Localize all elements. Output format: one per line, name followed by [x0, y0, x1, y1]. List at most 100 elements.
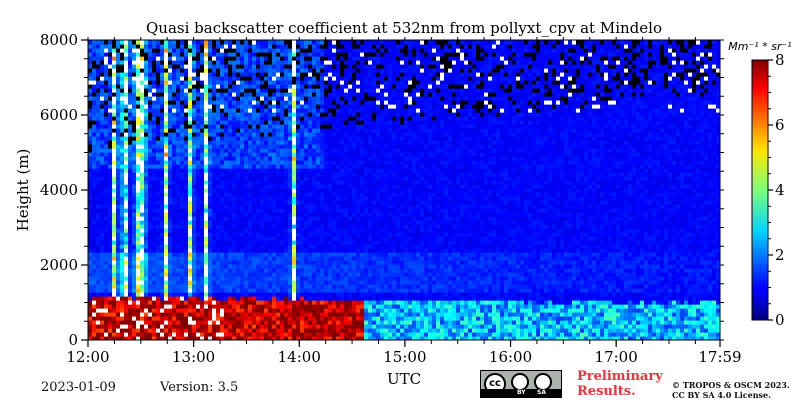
heatmap-cell: [176, 192, 181, 197]
heatmap-cell: [292, 132, 297, 137]
heatmap-cell: [124, 260, 129, 265]
heatmap-cell: [224, 60, 229, 65]
heatmap-cell: [180, 324, 185, 329]
heatmap-cell: [288, 116, 293, 121]
heatmap-cell: [228, 108, 233, 113]
heatmap-cell: [120, 336, 125, 340]
heatmap-cell: [236, 164, 241, 169]
heatmap-cell: [96, 88, 101, 93]
heatmap-cell: [328, 304, 333, 309]
heatmap-cell: [104, 332, 109, 337]
heatmap-cell: [192, 68, 197, 73]
heatmap-cell: [304, 148, 309, 153]
heatmap-cell: [340, 332, 345, 337]
heatmap-cell: [212, 92, 217, 97]
heatmap-cell: [296, 272, 301, 277]
heatmap-cell: [284, 100, 289, 105]
heatmap-cell: [100, 252, 105, 257]
heatmap-cell: [312, 208, 317, 213]
heatmap-cell: [320, 236, 325, 241]
heatmap-cell: [220, 316, 225, 321]
heatmap-cell: [128, 152, 133, 157]
heatmap-cell: [140, 220, 145, 225]
heatmap-cell: [104, 248, 109, 253]
heatmap-cell: [108, 144, 113, 149]
heatmap-cell: [152, 232, 157, 237]
heatmap-cell: [152, 100, 157, 105]
heatmap-cell: [316, 336, 321, 340]
heatmap-cell: [140, 84, 145, 89]
heatmap-cell: [148, 236, 153, 241]
heatmap-cell: [268, 64, 273, 69]
heatmap-cell: [316, 184, 321, 189]
heatmap-cell: [248, 68, 253, 73]
heatmap-cell: [272, 328, 277, 333]
heatmap-cell: [144, 104, 149, 109]
heatmap-cell: [340, 264, 345, 269]
heatmap-cell: [216, 284, 221, 289]
heatmap-cell: [316, 300, 321, 305]
heatmap-cell: [340, 96, 345, 101]
heatmap-cell: [216, 312, 221, 317]
heatmap-cell: [196, 116, 201, 121]
heatmap-cell: [332, 224, 337, 229]
heatmap-cell: [292, 308, 297, 313]
heatmap-cell: [180, 156, 185, 161]
heatmap-cell: [224, 280, 229, 285]
heatmap-cell: [244, 88, 249, 93]
heatmap-cell: [344, 48, 349, 53]
heatmap-cell: [292, 156, 297, 161]
heatmap-cell: [88, 108, 93, 113]
heatmap-cell: [96, 100, 101, 105]
heatmap-cell: [192, 216, 197, 221]
heatmap-cell: [200, 44, 205, 49]
heatmap-cell: [264, 316, 269, 321]
heatmap-cell: [252, 304, 257, 309]
heatmap-cell: [228, 188, 233, 193]
heatmap-cell: [156, 136, 161, 141]
heatmap-cell: [240, 108, 245, 113]
heatmap-cell: [304, 64, 309, 69]
heatmap-cell: [300, 252, 305, 257]
heatmap-cell: [348, 84, 353, 89]
heatmap-cell: [300, 208, 305, 213]
heatmap-cell: [148, 240, 153, 245]
heatmap-cell: [196, 184, 201, 189]
heatmap-cell: [252, 324, 257, 329]
heatmap-cell: [104, 72, 109, 77]
heatmap-cell: [276, 292, 281, 297]
heatmap-cell: [100, 260, 105, 265]
heatmap-cell: [236, 48, 241, 53]
heatmap-cell: [228, 60, 233, 65]
heatmap-cell: [96, 264, 101, 269]
heatmap-cell: [140, 280, 145, 285]
heatmap-cell: [88, 212, 93, 217]
heatmap-cell: [260, 268, 265, 273]
heatmap-cell: [312, 88, 317, 93]
heatmap-cell: [128, 40, 133, 45]
heatmap-cell: [204, 144, 209, 149]
heatmap-cell: [120, 244, 125, 249]
heatmap-cell: [124, 208, 129, 213]
heatmap-cell: [260, 216, 265, 221]
heatmap-cell: [184, 128, 189, 133]
heatmap-cell: [308, 336, 313, 340]
heatmap-cell: [344, 52, 349, 57]
heatmap-cell: [324, 264, 329, 269]
heatmap-cell: [260, 92, 265, 97]
heatmap-cell: [176, 196, 181, 201]
heatmap-cell: [276, 288, 281, 293]
heatmap-cell: [268, 312, 273, 317]
heatmap-cell: [112, 256, 117, 261]
heatmap-cell: [108, 320, 113, 325]
heatmap-cell: [332, 124, 337, 129]
heatmap-cell: [236, 272, 241, 277]
heatmap-cell: [100, 64, 105, 69]
heatmap-cell: [344, 144, 349, 149]
heatmap-cell: [196, 300, 201, 305]
heatmap-cell: [304, 324, 309, 329]
heatmap-cell: [136, 188, 141, 193]
heatmap-cell: [156, 224, 161, 229]
heatmap-cell: [128, 48, 133, 53]
heatmap-cell: [300, 92, 305, 97]
